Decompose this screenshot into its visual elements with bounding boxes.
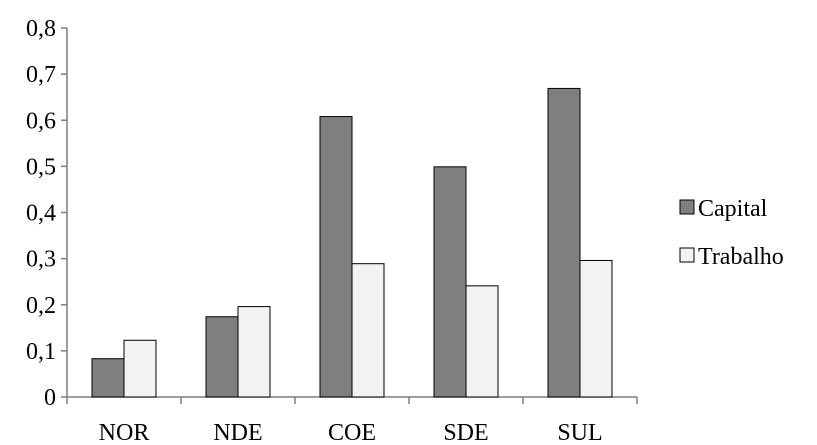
bar-trabalho-sde (465, 285, 499, 398)
x-category-label: SDE (443, 420, 488, 445)
bar-trabalho-nor (123, 339, 157, 398)
legend-swatch-capital (679, 199, 695, 215)
y-axis-tick-labels: 0 0,1 0,2 0,3 0,4 0,5 0,6 0,7 0,8 (26, 16, 56, 411)
y-tick-label: 0,5 (26, 154, 56, 180)
y-tick-label: 0,4 (26, 201, 56, 227)
y-tick-label: 0,2 (26, 293, 56, 319)
legend-swatch-trabalho (679, 247, 695, 263)
y-tick-label: 0,6 (26, 108, 56, 134)
bar-capital-sul (547, 87, 581, 398)
bar-trabalho-nde (237, 306, 271, 398)
bar-trabalho-coe (351, 263, 385, 398)
y-tick-label: 0 (44, 385, 56, 411)
bar-capital-nor (91, 358, 125, 398)
bar-capital-sde (433, 166, 467, 398)
bar-capital-nde (205, 316, 239, 398)
y-tick-label: 0,8 (26, 16, 56, 42)
bars (91, 87, 613, 398)
x-category-label: SUL (557, 420, 602, 445)
legend-label-trabalho: Trabalho (698, 244, 784, 270)
x-axis-tick-marks (66, 397, 638, 404)
x-axis-category-labels: NOR NDE COE SDE SUL (99, 420, 603, 445)
legend: Capital Trabalho (679, 196, 784, 270)
y-axis-tick-marks (61, 27, 67, 398)
x-category-label: NOR (99, 420, 150, 445)
y-tick-label: 0,1 (26, 339, 56, 365)
x-category-label: COE (328, 420, 376, 445)
y-tick-label: 0,3 (26, 247, 56, 273)
bar-trabalho-sul (579, 259, 613, 398)
legend-label-capital: Capital (698, 196, 768, 222)
bar-capital-coe (319, 116, 353, 398)
x-category-label: NDE (213, 420, 262, 445)
y-tick-label: 0,7 (26, 62, 56, 88)
